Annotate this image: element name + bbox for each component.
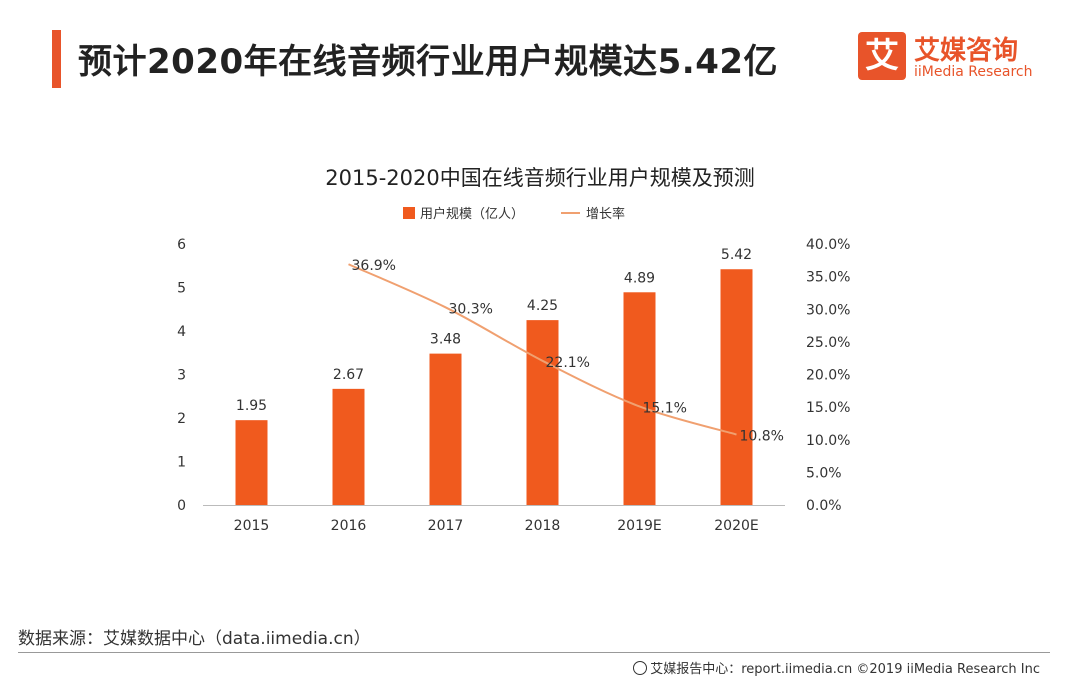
logo-mark: 艾 xyxy=(858,32,906,80)
legend-line-label: 增长率 xyxy=(586,206,625,222)
y2-tick-label: 25.0% xyxy=(806,335,850,351)
y2-tick-label: 5.0% xyxy=(806,465,842,481)
page-title: 预计2020年在线音频行业用户规模达5.42亿 xyxy=(78,42,779,82)
x-tick-label: 2016 xyxy=(331,518,367,534)
brand-logo: 艾 艾媒咨询 iiMedia Research xyxy=(858,30,1038,88)
logo-english-name: iiMedia Research xyxy=(914,64,1033,80)
title-accent-bar xyxy=(52,30,61,88)
legend-bar-swatch xyxy=(403,207,415,219)
y2-tick-label: 15.0% xyxy=(806,400,850,416)
x-tick-label: 2018 xyxy=(525,518,561,534)
bar-value-label: 1.95 xyxy=(236,398,267,414)
y2-tick-label: 40.0% xyxy=(806,237,850,253)
growth-rate-label: 15.1% xyxy=(643,400,687,416)
bar xyxy=(235,420,268,505)
y-tick-label: 3 xyxy=(177,368,186,384)
y2-tick-label: 0.0% xyxy=(806,498,842,514)
y2-tick-label: 30.0% xyxy=(806,302,850,318)
bar xyxy=(720,269,753,505)
bar xyxy=(429,353,462,505)
bar xyxy=(526,320,559,505)
x-tick-label: 2017 xyxy=(428,518,464,534)
bar-value-label: 5.42 xyxy=(721,247,752,263)
y-tick-label: 1 xyxy=(177,455,186,471)
bar-value-label: 4.89 xyxy=(624,270,655,286)
footer-credit: 艾媒报告中心：report.iimedia.cn ©2019 iiMedia R… xyxy=(633,658,1040,677)
logo-chinese-name: 艾媒咨询 xyxy=(914,36,1019,66)
growth-rate-label: 10.8% xyxy=(740,429,784,445)
footer-credit-text: 艾媒报告中心：report.iimedia.cn ©2019 iiMedia R… xyxy=(650,662,1040,677)
bar-value-label: 4.25 xyxy=(527,298,558,314)
y2-tick-label: 20.0% xyxy=(806,368,850,384)
bar-value-label: 2.67 xyxy=(333,367,364,383)
bar xyxy=(332,388,365,505)
footer-divider xyxy=(18,652,1050,653)
bar xyxy=(623,292,656,505)
y-tick-label: 0 xyxy=(177,498,186,514)
data-source: 数据来源：艾媒数据中心（data.iimedia.cn） xyxy=(18,629,371,649)
y-tick-label: 6 xyxy=(177,237,186,253)
y-tick-label: 5 xyxy=(177,281,186,297)
x-tick-label: 2015 xyxy=(234,518,270,534)
globe-icon xyxy=(633,661,648,675)
y2-tick-label: 35.0% xyxy=(806,270,850,286)
growth-rate-label: 22.1% xyxy=(546,355,590,371)
growth-rate-label: 36.9% xyxy=(352,258,396,274)
x-tick-label: 2019E xyxy=(617,518,661,534)
growth-rate-line xyxy=(348,263,737,436)
bar-value-label: 3.48 xyxy=(430,332,461,348)
y-tick-label: 2 xyxy=(177,411,186,427)
y2-tick-label: 10.0% xyxy=(806,433,850,449)
x-tick-label: 2020E xyxy=(714,518,758,534)
legend-bar-label: 用户规模（亿人） xyxy=(420,206,524,222)
y-tick-label: 4 xyxy=(177,324,186,340)
growth-rate-label: 30.3% xyxy=(449,301,493,317)
chart-title: 2015-2020中国在线音频行业用户规模及预测 xyxy=(325,166,754,190)
